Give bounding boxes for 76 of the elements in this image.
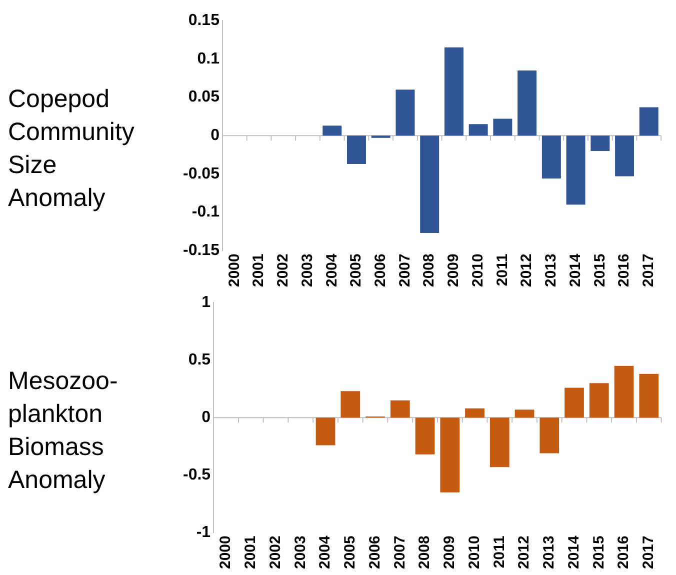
bar [322, 126, 342, 136]
x-tick-label: 2001 [250, 254, 268, 288]
bar [346, 136, 366, 164]
x-tick-label: 2016 [615, 536, 632, 570]
bar [564, 388, 584, 418]
bar [540, 418, 560, 454]
bar [566, 136, 586, 205]
y-tick-label: 0 [210, 127, 220, 144]
x-tick-label: 2005 [348, 254, 365, 288]
x-tick-label: 2000 [217, 536, 234, 570]
x-tick-label: 2005 [342, 536, 359, 570]
bar [514, 410, 534, 418]
x-tick-label: 2002 [266, 536, 284, 570]
y-axis-title: Mesozoo-plankton Biomass Anomaly [8, 366, 119, 496]
bar [639, 374, 659, 418]
x-tick-label: 2008 [416, 536, 434, 570]
bar [490, 418, 510, 468]
y-tick-label: -0.15 [183, 242, 220, 260]
y-tick-label: 0.05 [188, 88, 220, 106]
y-tick-label: -0.1 [192, 204, 220, 221]
x-tick-label: 2011 [494, 254, 511, 286]
bar [340, 391, 360, 418]
bar [542, 136, 561, 179]
x-tick-label: 2015 [590, 536, 608, 570]
x-tick-label: 2012 [518, 254, 536, 288]
y-tick-label: -1 [196, 524, 211, 542]
y-tick-label: 0.5 [188, 352, 211, 369]
y-tick-label: 1 [202, 294, 211, 312]
x-tick-label: 2009 [441, 536, 458, 570]
x-tick-label: 2017 [640, 536, 658, 570]
y-tick-label: -0.5 [182, 466, 211, 484]
bar [590, 136, 610, 151]
bar [615, 136, 634, 176]
bar [390, 400, 410, 418]
x-tick-label: 2004 [323, 252, 340, 288]
x-tick-label: 2009 [445, 254, 462, 288]
y-tick-label: 0.15 [188, 12, 220, 30]
x-tick-label: 2012 [516, 536, 533, 570]
bar [465, 408, 484, 418]
y-tick-label: -0.05 [183, 165, 220, 182]
y-tick-label: 0 [202, 409, 211, 426]
bar [396, 90, 415, 136]
x-tick-label: 2006 [372, 254, 389, 288]
x-tick-label: 2004 [316, 534, 334, 570]
bar [614, 366, 634, 418]
bar [420, 136, 440, 233]
x-tick-label: 2002 [274, 254, 292, 288]
bar [415, 418, 435, 454]
bar [444, 47, 464, 136]
bar [440, 418, 460, 492]
x-tick-label: 2013 [540, 536, 558, 570]
y-tick-label: 0.1 [197, 50, 220, 68]
x-tick-label: 2013 [542, 254, 560, 288]
x-tick-label: 2003 [298, 254, 316, 288]
x-tick-label: 2014 [565, 534, 582, 570]
x-tick-label: 2014 [566, 252, 584, 288]
x-tick-label: 2000 [226, 254, 243, 288]
x-tick-label: 2008 [420, 254, 438, 288]
x-tick-label: 2007 [391, 536, 408, 570]
x-tick-label: 2006 [366, 536, 384, 570]
bar [589, 383, 609, 418]
bar [639, 107, 658, 136]
x-tick-label: 2015 [591, 254, 608, 288]
x-tick-label: 2007 [396, 254, 414, 288]
x-tick-label: 2011 [490, 536, 508, 568]
x-tick-label: 2001 [242, 536, 260, 570]
x-tick-label: 2003 [292, 536, 309, 570]
x-tick-label: 2016 [616, 254, 633, 288]
bar [493, 118, 512, 136]
bar [518, 70, 537, 136]
bar [316, 418, 336, 446]
x-tick-label: 2017 [640, 254, 658, 288]
x-tick-label: 2010 [466, 536, 483, 570]
x-tick-label: 2010 [469, 254, 486, 288]
y-axis-title: Copepod Community Size Anomaly [8, 84, 136, 214]
bar [468, 124, 488, 136]
